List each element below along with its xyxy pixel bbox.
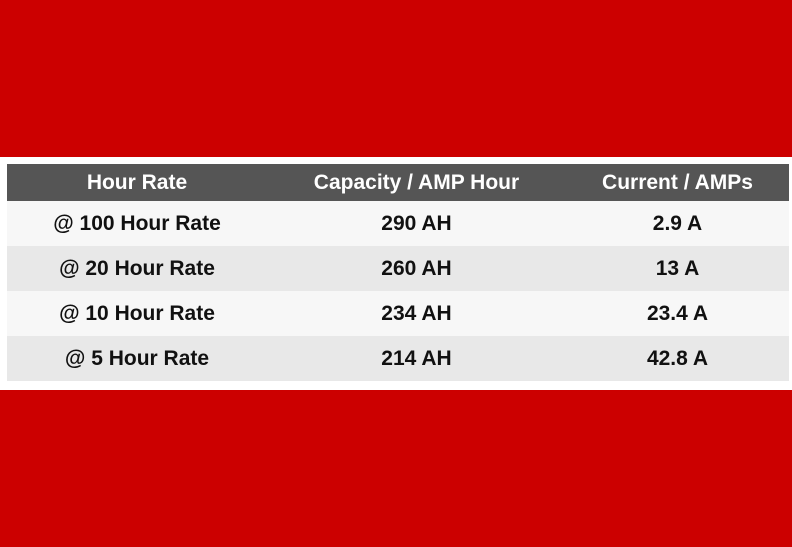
hour-rate-cell: @ 100 Hour Rate xyxy=(53,211,221,235)
table-row: @ 20 Hour Rate 260 AH 13 A xyxy=(7,246,789,291)
capacity-cell: 214 AH xyxy=(381,346,452,370)
table-row: @ 10 Hour Rate 234 AH 23.4 A xyxy=(7,291,789,336)
battery-capacity-table-container: Hour Rate Capacity / AMP Hour Current / … xyxy=(7,164,789,381)
bottom-red-band xyxy=(0,390,792,547)
table-row: @ 5 Hour Rate 214 AH 42.8 A xyxy=(7,336,789,381)
column-header-hour-rate: Hour Rate xyxy=(86,170,188,194)
table-header-row: Hour Rate Capacity / AMP Hour Current / … xyxy=(7,164,789,201)
column-header-capacity: Capacity / AMP Hour xyxy=(313,170,520,194)
current-cell: 13 A xyxy=(655,256,700,280)
hour-rate-cell: @ 20 Hour Rate xyxy=(59,256,215,280)
column-header-current: Current / AMPs xyxy=(602,170,753,194)
capacity-cell: 234 AH xyxy=(381,301,452,325)
capacity-cell: 260 AH xyxy=(381,256,452,280)
current-cell: 2.9 A xyxy=(652,211,703,235)
table-row: @ 100 Hour Rate 290 AH 2.9 A xyxy=(7,201,789,246)
current-cell: 23.4 A xyxy=(646,301,709,325)
capacity-cell: 290 AH xyxy=(381,211,452,235)
battery-capacity-table: Hour Rate Capacity / AMP Hour Current / … xyxy=(7,164,789,381)
current-cell: 42.8 A xyxy=(646,346,709,370)
top-red-band xyxy=(0,0,792,157)
hour-rate-cell: @ 10 Hour Rate xyxy=(59,301,215,325)
hour-rate-cell: @ 5 Hour Rate xyxy=(64,346,210,370)
